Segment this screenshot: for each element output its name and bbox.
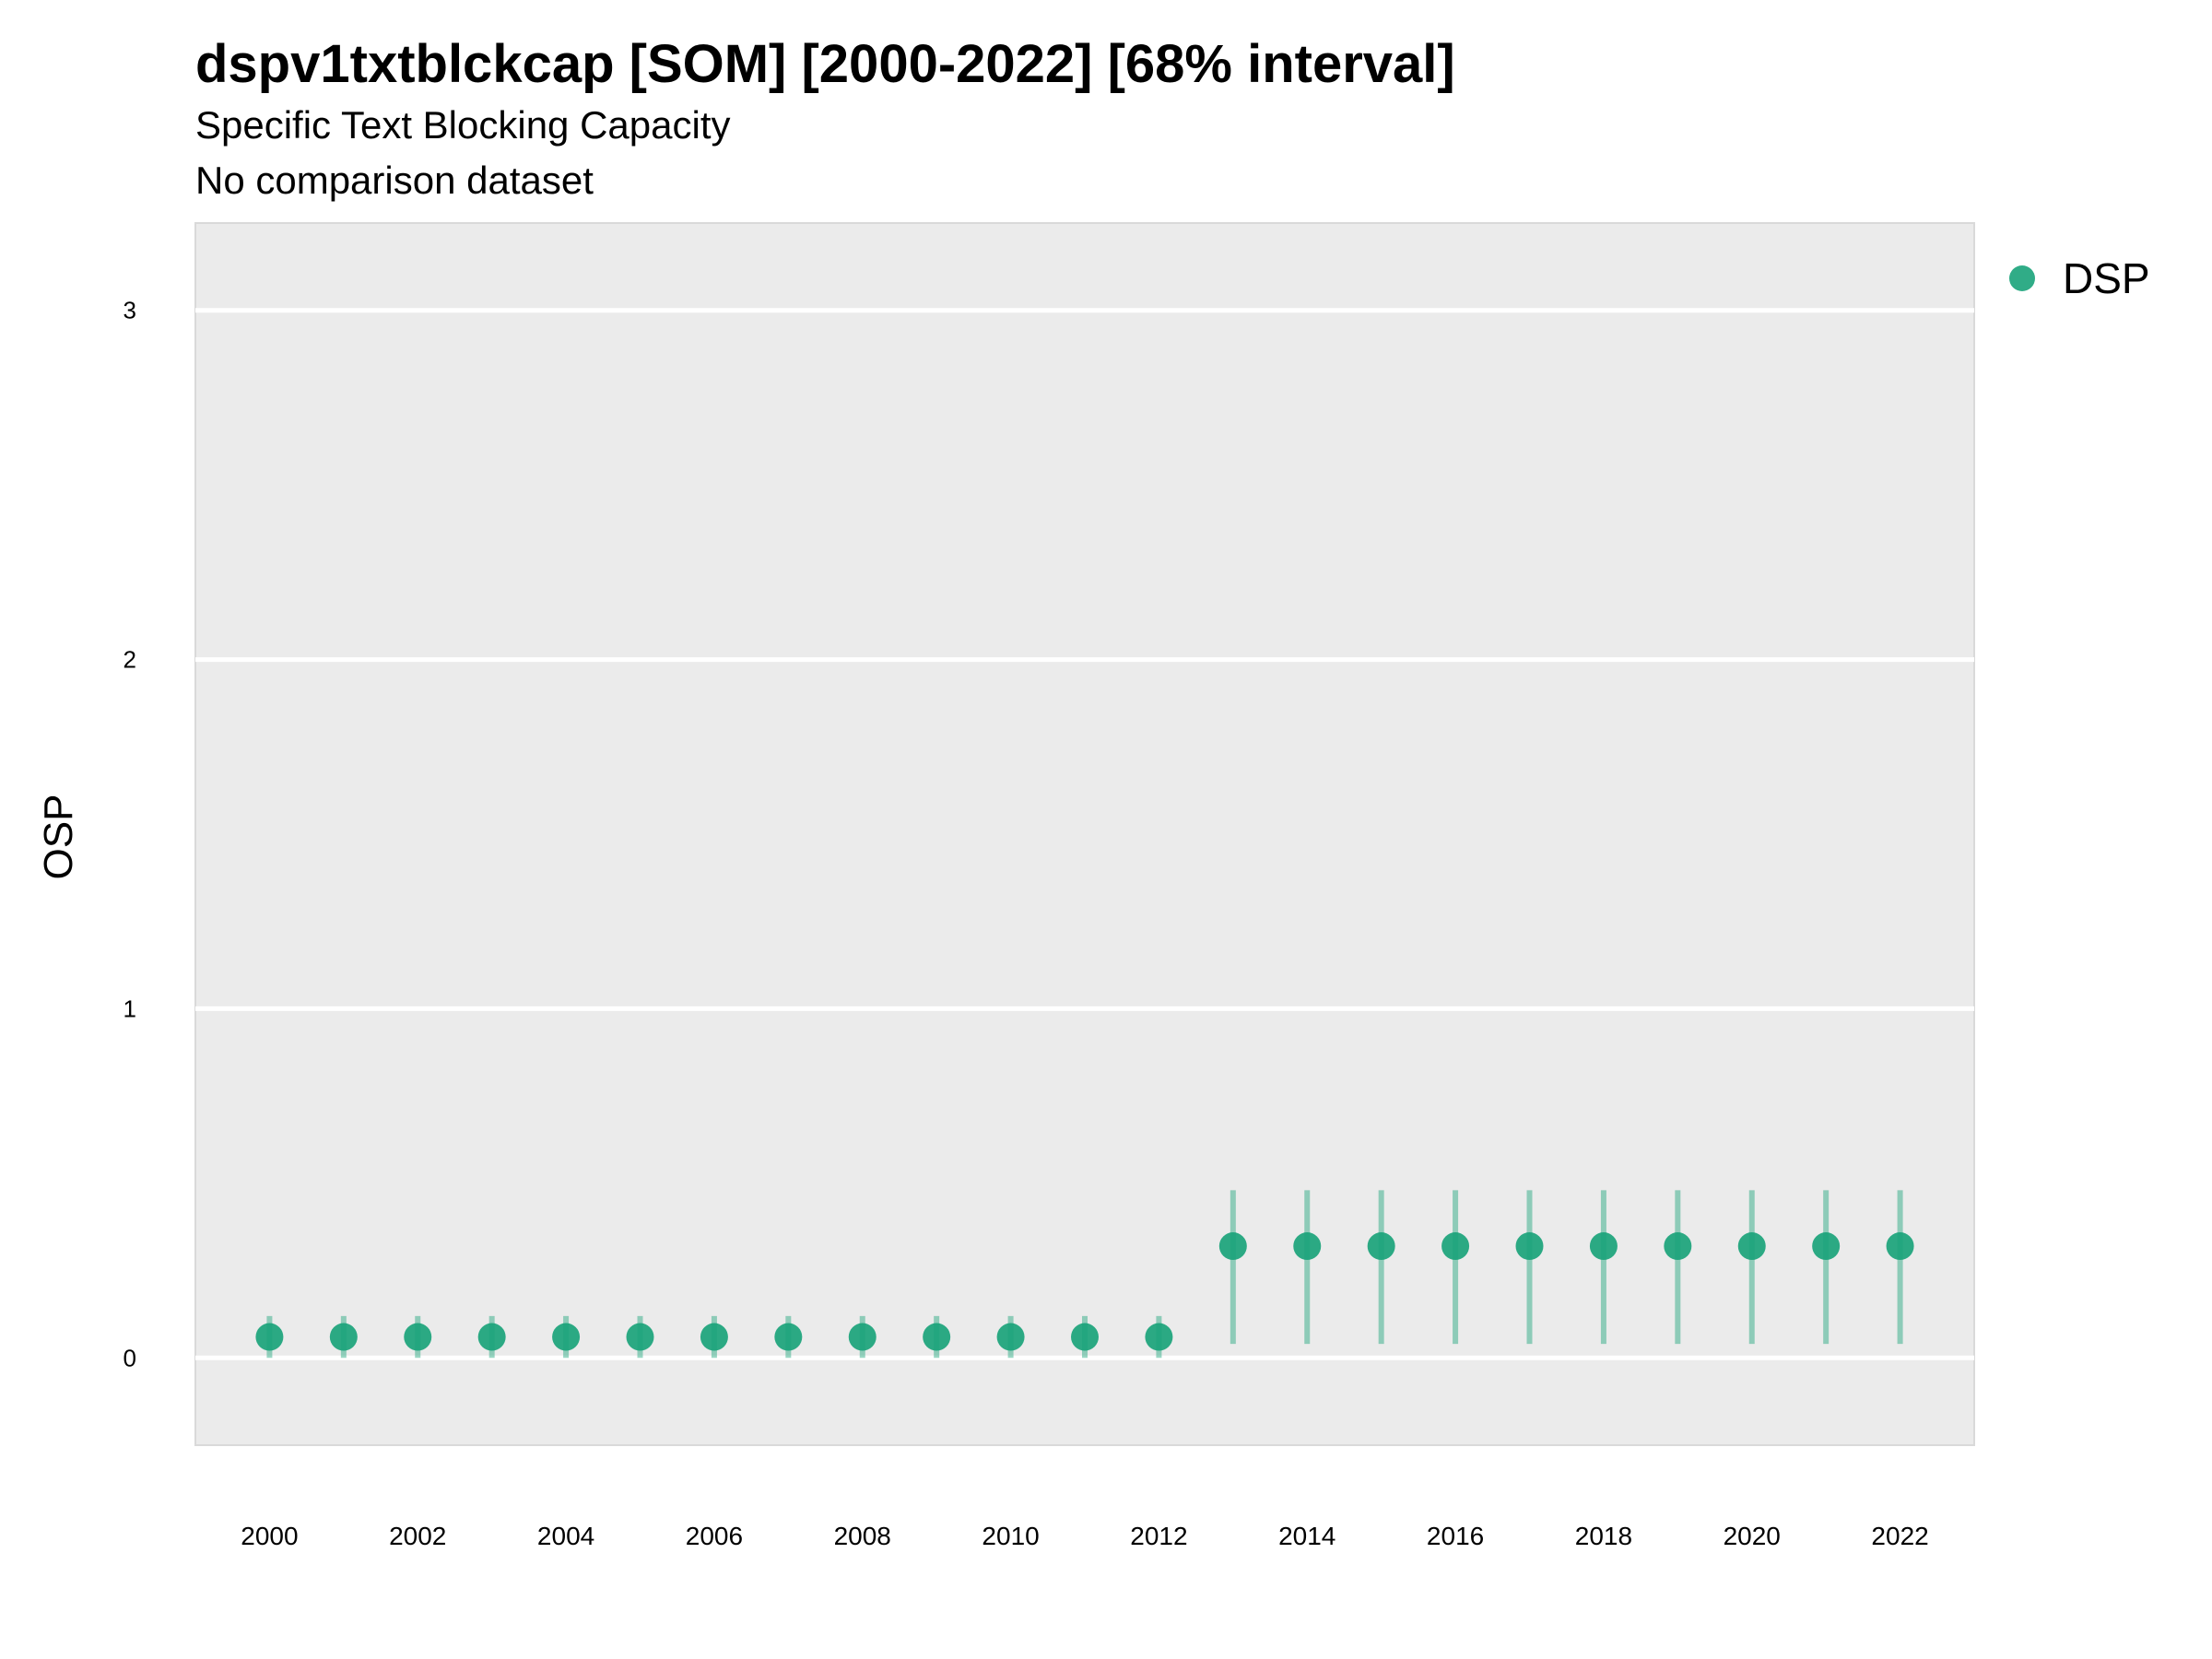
data-point (255, 1323, 284, 1351)
y-axis-label: OSP (36, 794, 81, 880)
x-tick-labels: 2000 2002 2004 2006 2008 2010 2012 2014 2016 2018… (241, 1522, 1928, 1550)
series-layer (255, 1190, 1914, 1359)
x-tick-label: 2020 (1724, 1522, 1781, 1550)
data-point (404, 1323, 432, 1351)
data-point (774, 1323, 803, 1351)
data-point (1664, 1232, 1692, 1261)
x-tick-label: 2012 (1130, 1522, 1187, 1550)
x-tick-label: 2016 (1427, 1522, 1484, 1550)
x-tick-label: 2002 (389, 1522, 446, 1550)
data-point (1812, 1232, 1841, 1261)
data-point (1886, 1232, 1914, 1261)
x-tick-label: 2006 (686, 1522, 743, 1550)
data-point (848, 1323, 877, 1351)
y-tick-labels: 0 1 2 3 (124, 297, 136, 1372)
data-point (329, 1323, 358, 1351)
data-point (477, 1323, 506, 1351)
chart-subtitle-comparison: No comparison dataset (195, 159, 594, 202)
data-point (996, 1323, 1025, 1351)
grid-layer (195, 308, 1974, 1360)
data-point (1589, 1232, 1618, 1261)
x-tick-label: 2018 (1575, 1522, 1632, 1550)
plot-panel (194, 222, 1975, 1446)
data-point (1367, 1232, 1395, 1261)
y-tick-label: 1 (124, 994, 136, 1022)
data-point (1737, 1232, 1766, 1261)
data-point (1515, 1232, 1544, 1261)
y-tick-label: 0 (124, 1344, 136, 1371)
legend-label-dsp: DSP (2063, 254, 2150, 302)
data-point (1145, 1323, 1173, 1351)
data-point (552, 1323, 581, 1351)
y-tick-label: 3 (124, 297, 136, 324)
x-tick-label: 2008 (834, 1522, 891, 1550)
data-point (923, 1323, 951, 1351)
y-tick-label: 2 (124, 646, 136, 674)
x-tick-label: 2022 (1871, 1522, 1928, 1550)
data-point (700, 1323, 728, 1351)
data-point (626, 1323, 654, 1351)
legend: DSP (2009, 254, 2150, 302)
data-point (1441, 1232, 1470, 1261)
x-tick-label: 2004 (537, 1522, 594, 1550)
legend-marker-dsp (2009, 265, 2035, 291)
x-tick-label: 2000 (241, 1522, 298, 1550)
chart-subtitle: Specific Text Blocking Capacity (195, 103, 731, 147)
x-tick-label: 2014 (1278, 1522, 1335, 1550)
data-point (1071, 1323, 1099, 1351)
x-tick-label: 2010 (982, 1522, 1039, 1550)
data-point (1218, 1232, 1247, 1261)
chart-title: dspv1txtblckcap [SOM] [2000-2022] [68% i… (195, 34, 1455, 94)
data-point (1293, 1232, 1322, 1261)
